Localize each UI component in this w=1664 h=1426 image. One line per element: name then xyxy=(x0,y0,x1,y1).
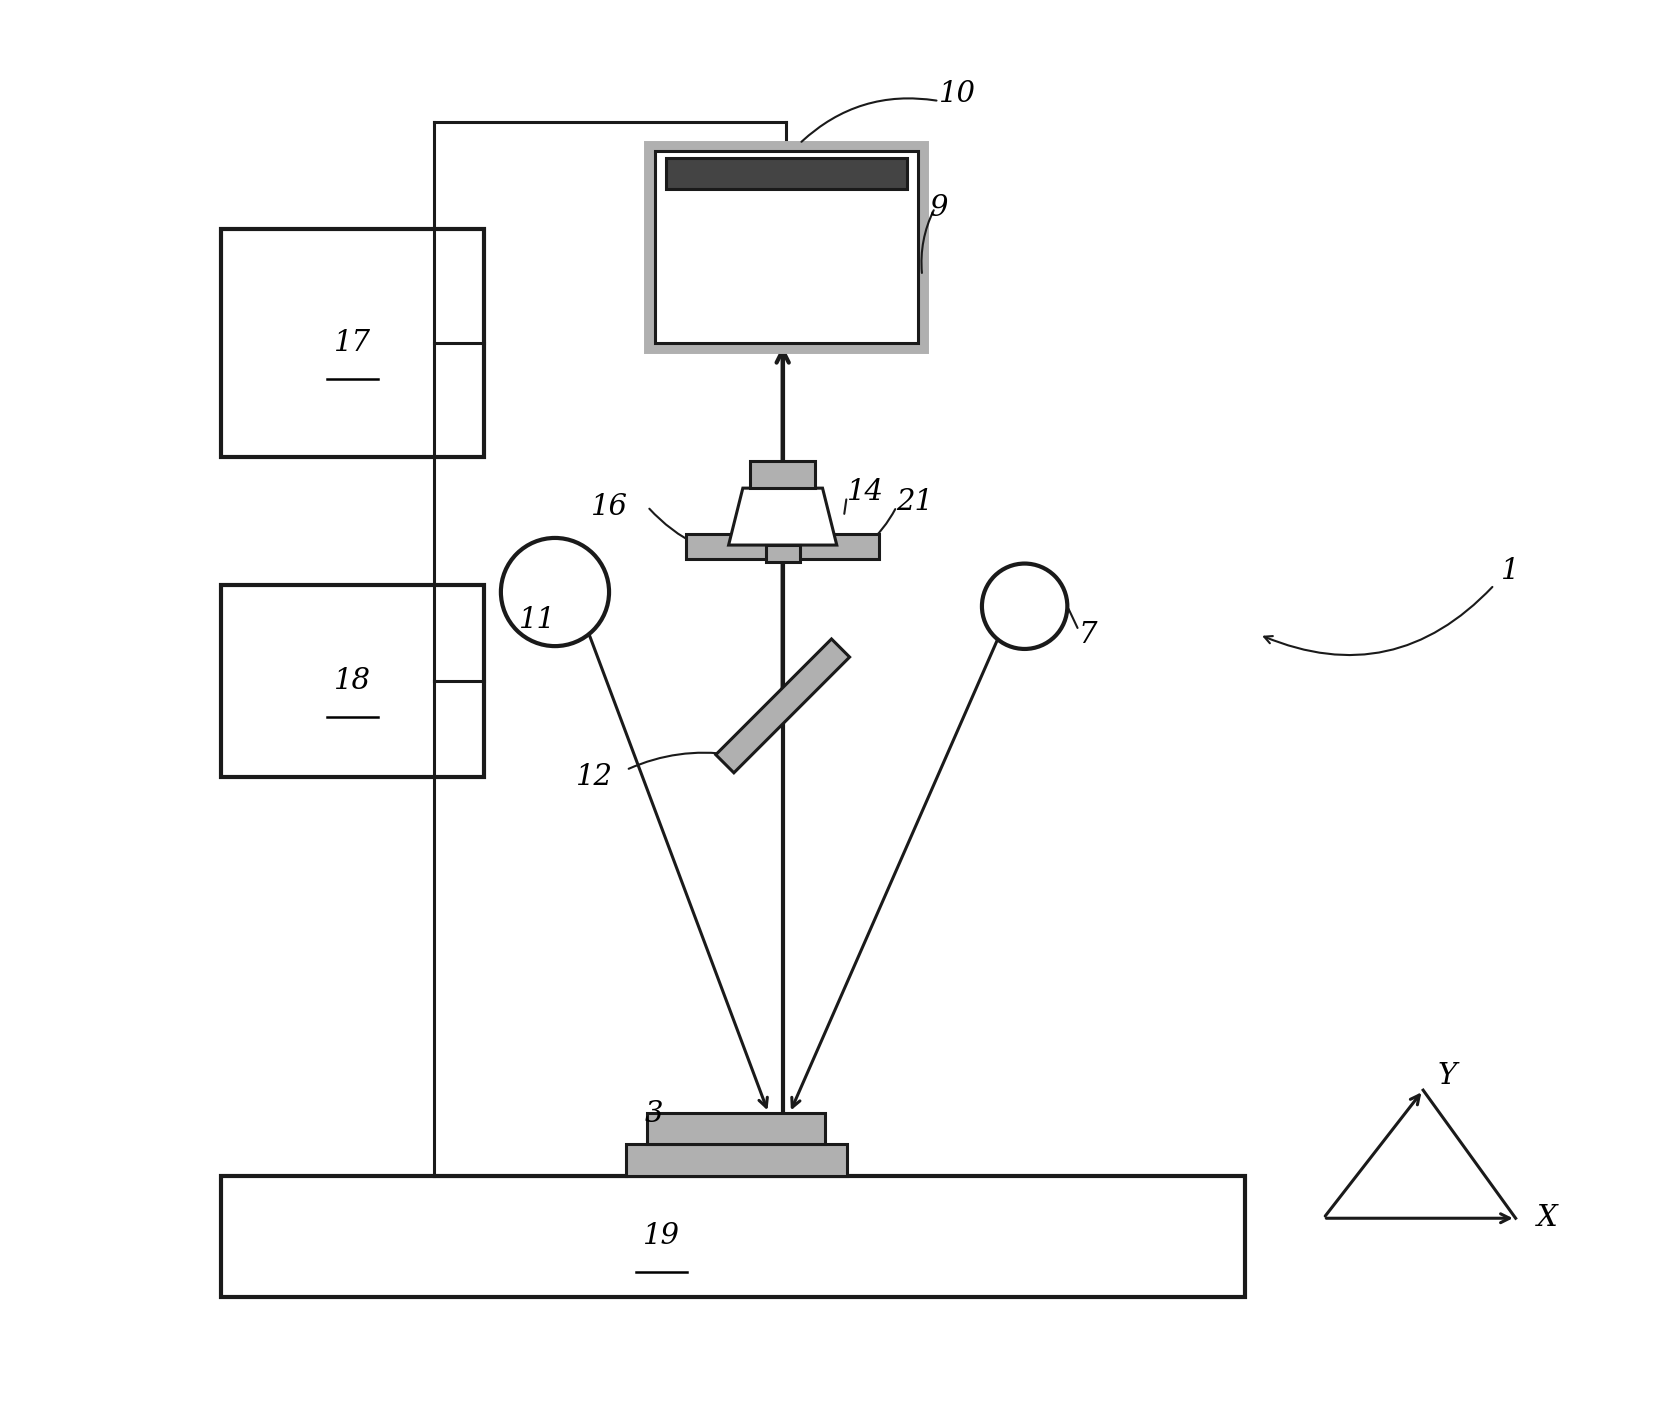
Text: 14: 14 xyxy=(847,478,884,506)
Bar xyxy=(765,545,799,562)
Bar xyxy=(220,1175,1245,1296)
Text: 18: 18 xyxy=(333,667,371,694)
Text: 11: 11 xyxy=(519,606,556,635)
Text: 7: 7 xyxy=(1078,620,1097,649)
Text: 3: 3 xyxy=(644,1101,662,1128)
Bar xyxy=(654,151,917,344)
Bar xyxy=(686,533,879,559)
Text: 16: 16 xyxy=(591,492,627,520)
Polygon shape xyxy=(716,639,849,773)
Bar xyxy=(220,585,484,777)
Polygon shape xyxy=(729,488,837,545)
Bar xyxy=(220,230,484,456)
Bar xyxy=(626,1144,847,1175)
Bar xyxy=(749,461,815,488)
Text: Y: Y xyxy=(1436,1062,1456,1089)
Text: 9: 9 xyxy=(929,194,947,222)
Text: 12: 12 xyxy=(576,763,612,791)
Bar xyxy=(647,144,925,349)
Bar xyxy=(647,1112,825,1144)
Circle shape xyxy=(982,563,1067,649)
Circle shape xyxy=(501,538,609,646)
Text: 17: 17 xyxy=(333,329,371,356)
Text: 10: 10 xyxy=(938,80,975,108)
Text: 21: 21 xyxy=(895,488,934,516)
Bar xyxy=(666,158,905,190)
Text: 1: 1 xyxy=(1501,556,1519,585)
Text: X: X xyxy=(1536,1204,1558,1232)
Text: 19: 19 xyxy=(642,1222,681,1251)
